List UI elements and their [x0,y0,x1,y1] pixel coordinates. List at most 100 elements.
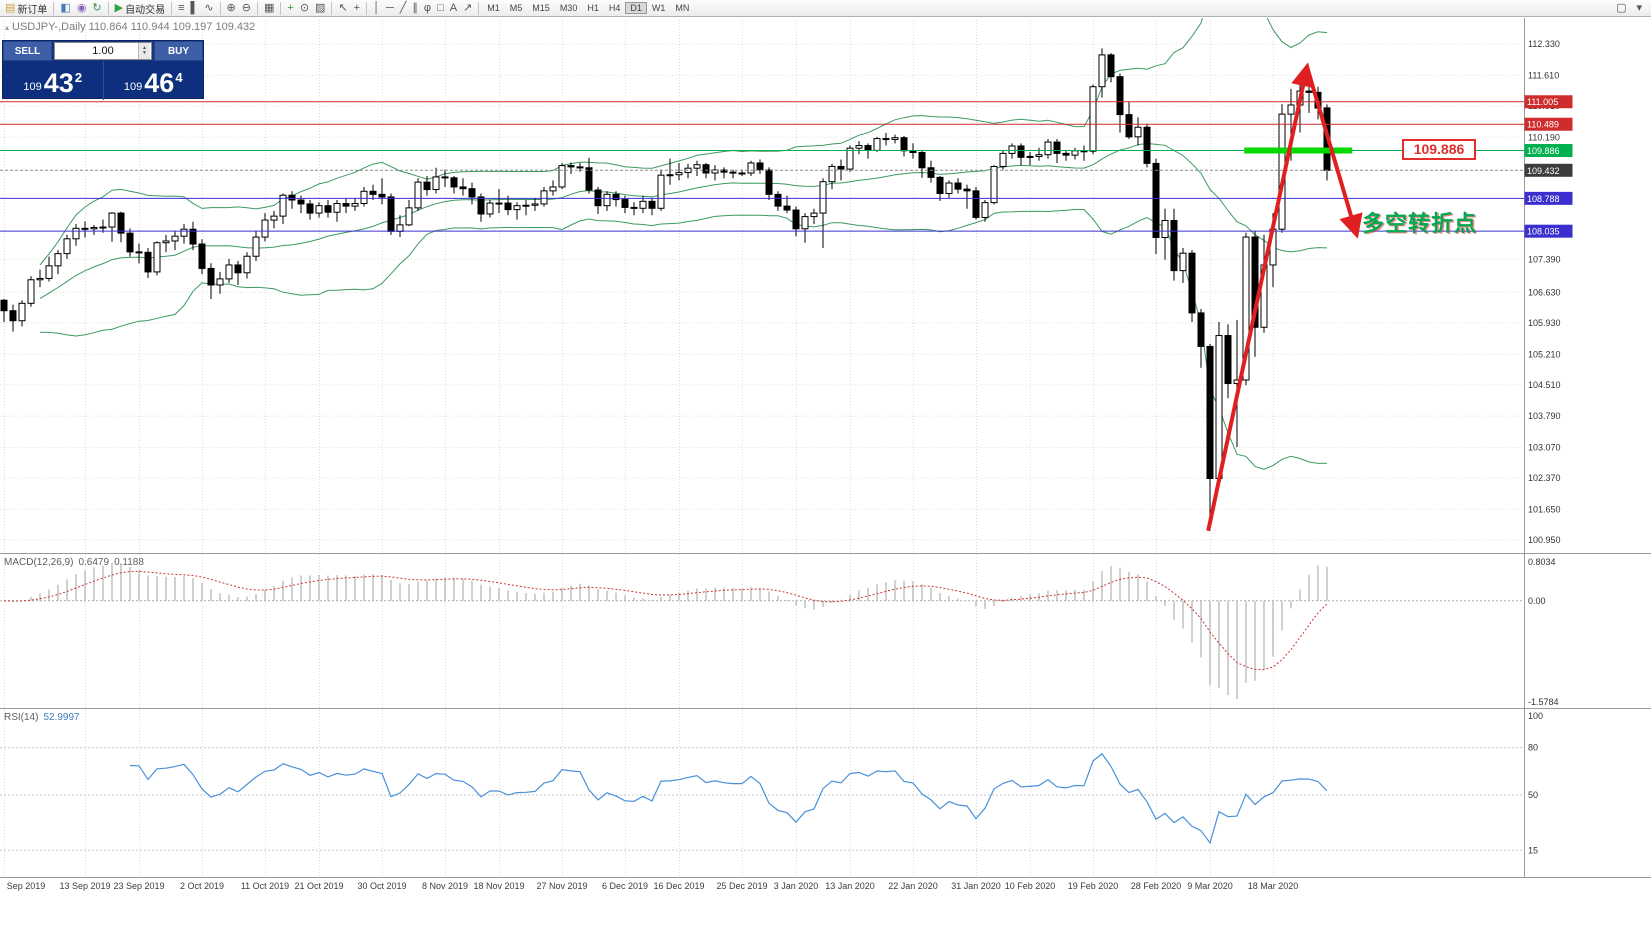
svg-text:21 Oct 2019: 21 Oct 2019 [294,881,343,891]
svg-text:100.950: 100.950 [1528,535,1561,545]
tf-m5-button[interactable]: M5 [505,2,528,14]
tf-m5-button-label: M5 [509,3,523,13]
refresh-icon[interactable]: ↻ [89,1,104,16]
svg-text:31 Jan 2020: 31 Jan 2020 [951,881,1001,891]
sell-price[interactable]: 109 43 2 [3,61,104,100]
line-chart-icon: ∿ [204,1,214,14]
channel-icon[interactable]: ∥ [409,1,421,16]
horizontal-line-icon[interactable]: ─ [383,1,397,16]
svg-text:28 Feb 2020: 28 Feb 2020 [1131,881,1182,891]
price-axis[interactable]: 112.330111.610110.910110.190107.390106.6… [0,18,1651,878]
volume-input[interactable]: 1.00 ▲ ▼ [54,42,152,60]
svg-text:13 Jan 2020: 13 Jan 2020 [825,881,875,891]
new-order-icon: ▤ [5,1,16,14]
candlestick-icon[interactable]: ▌ [188,1,202,16]
time-axis[interactable]: Sep 2019 13 Sep 2019 23 Sep 2019 2 Oct 2019… [7,881,1299,891]
autotrading-button[interactable]: ▶ 自动交易 [112,1,168,16]
navigator-icon[interactable]: ◉ [74,1,90,16]
zoom-in-icon[interactable]: ⊕ [224,1,239,16]
tf-m15-button-label: M15 [532,3,550,13]
new-order-button[interactable]: ▤ 新订单 [2,1,50,16]
svg-text:103.070: 103.070 [1528,443,1561,453]
tile-windows-icon[interactable]: ▦ [261,1,277,16]
toolbar-separator [107,1,109,15]
line-chart-icon[interactable]: ∿ [201,1,216,16]
fibonacci-icon[interactable]: φ [421,1,434,16]
tf-w1-button[interactable]: W1 [647,2,671,14]
toolbar-right-group: ▢ ▾ [1613,1,1649,16]
toolbar-separator [478,1,480,15]
volume-spinner[interactable]: ▲ ▼ [138,43,150,59]
svg-text:22 Jan 2020: 22 Jan 2020 [888,881,938,891]
periods-icon: ⊙ [299,1,310,14]
cursor-icon[interactable]: ↖ [335,1,350,16]
crosshair-icon[interactable]: + [351,1,363,16]
autotrading-button-label: 自动交易 [125,4,166,16]
templates-icon[interactable]: ▨ [312,1,328,16]
svg-text:109.432: 109.432 [1527,166,1560,176]
rally-arrow[interactable] [1206,62,1315,532]
dropdown-arrow-icon[interactable]: ▾ [1633,1,1645,16]
buy-price[interactable]: 109 46 4 [104,61,204,100]
tf-m15-button[interactable]: M15 [527,2,555,14]
tf-d1-button[interactable]: D1 [625,2,647,14]
svg-text:16 Dec 2019: 16 Dec 2019 [653,881,704,891]
highlight-segment[interactable] [1244,147,1353,154]
tf-h1-button-label: H1 [587,3,599,13]
trendline-icon: ╱ [399,1,407,14]
market-watch-icon[interactable]: ◧ [57,1,73,16]
tf-m1-button[interactable]: M1 [482,2,505,14]
spinner-down-icon[interactable]: ▼ [142,50,147,56]
tf-m30-button[interactable]: M30 [555,2,583,14]
toolbar-separator [280,1,282,15]
rsi-panel [0,747,1524,851]
svg-text:18 Mar 2020: 18 Mar 2020 [1248,881,1299,891]
rsi-value: 52.9997 [43,712,80,723]
trendline-icon[interactable]: ╱ [397,1,410,16]
macd-histogram [12,562,1328,700]
turning-point-label[interactable]: 多空转折点 [1362,211,1478,236]
buy-price-point: 4 [175,70,183,85]
arrow-tool-icon: ↗ [463,1,473,14]
horizontal-line-icon: ─ [385,1,394,14]
sell-button[interactable]: SELL [3,41,52,61]
buy-button[interactable]: BUY [154,41,203,61]
sell-price-point: 2 [74,70,83,85]
tf-mn-button[interactable]: MN [670,2,694,14]
tf-h1-button[interactable]: H1 [582,2,604,14]
candlestick-icon: ▌ [190,1,199,14]
text-icon: A [449,1,458,14]
periods-icon[interactable]: ⊙ [297,1,312,16]
reversal-arrow[interactable] [1306,70,1363,239]
chart-profile-icon: ▢ [1616,1,1627,14]
candlestick-series [0,48,1331,530]
svg-text:23 Sep 2019: 23 Sep 2019 [113,881,164,891]
svg-text:109.886: 109.886 [1527,146,1560,156]
bar-chart-icon[interactable]: ≡ [175,1,187,16]
buy-price-base: 109 [123,81,143,93]
market-watch-icon: ◧ [60,1,71,14]
vertical-line-icon[interactable]: │ [370,1,383,16]
svg-text:112.330: 112.330 [1528,39,1560,49]
price-callout[interactable]: 109.886 [1402,139,1476,160]
bar-chart-icon: ≡ [178,1,185,14]
shapes-icon[interactable]: □ [434,1,447,16]
indicators-icon[interactable]: + [284,1,296,16]
svg-text:0.00: 0.00 [1528,596,1546,606]
arrow-tool-icon[interactable]: ↗ [460,1,475,16]
trend-arrows[interactable] [1206,62,1363,532]
svg-text:108.035: 108.035 [1527,227,1560,237]
text-icon[interactable]: A [447,1,460,16]
toolbar-separator [53,1,55,15]
tf-h4-button[interactable]: H4 [604,2,626,14]
svg-text:19 Feb 2020: 19 Feb 2020 [1068,881,1119,891]
rsi-name: RSI(14) [4,712,39,723]
spinner-up-icon[interactable]: ▲ [142,45,147,51]
templates-icon: ▨ [315,1,326,14]
zoom-out-icon[interactable]: ⊖ [239,1,254,16]
svg-text:Sep 2019: Sep 2019 [7,881,46,891]
one-click-toggle-icon[interactable]: ▴ [5,23,10,32]
chart-profile-icon[interactable]: ▢ [1613,1,1629,16]
